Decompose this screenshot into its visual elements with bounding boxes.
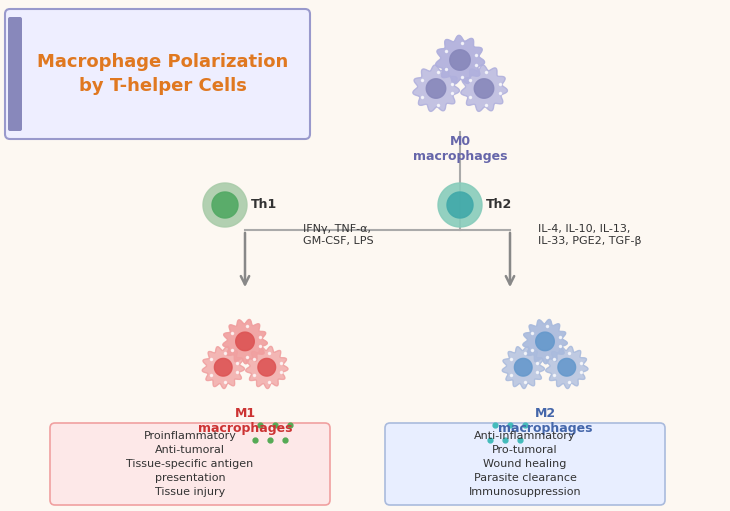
Text: Macrophage Polarization
by T-helper Cells: Macrophage Polarization by T-helper Cell… <box>37 53 288 95</box>
FancyBboxPatch shape <box>385 423 665 505</box>
Polygon shape <box>436 35 485 84</box>
Polygon shape <box>450 50 470 70</box>
Text: Th1: Th1 <box>251 198 277 212</box>
FancyBboxPatch shape <box>50 423 330 505</box>
Polygon shape <box>258 358 276 376</box>
Polygon shape <box>203 183 247 227</box>
Polygon shape <box>223 319 267 364</box>
Text: Anti-inflammatory
Pro-tumoral
Wound healing
Parasite clearance
Immunosuppression: Anti-inflammatory Pro-tumoral Wound heal… <box>469 431 581 497</box>
FancyBboxPatch shape <box>8 17 22 131</box>
Polygon shape <box>515 358 532 376</box>
Polygon shape <box>246 346 288 388</box>
Text: M0
macrophages: M0 macrophages <box>412 135 507 163</box>
Polygon shape <box>447 192 473 218</box>
Text: IFNγ, TNF-α,
GM-CSF, LPS: IFNγ, TNF-α, GM-CSF, LPS <box>303 224 374 246</box>
Polygon shape <box>461 65 507 111</box>
Polygon shape <box>202 346 245 388</box>
Text: M1
macrophages: M1 macrophages <box>198 407 292 435</box>
FancyBboxPatch shape <box>5 9 310 139</box>
Polygon shape <box>413 65 459 111</box>
Polygon shape <box>474 79 493 98</box>
Polygon shape <box>502 346 545 388</box>
Polygon shape <box>212 192 238 218</box>
Text: M2
macrophages: M2 macrophages <box>498 407 592 435</box>
Polygon shape <box>236 332 254 351</box>
Text: IL-4, IL-10, IL-13,
IL-33, PGE2, TGF-β: IL-4, IL-10, IL-13, IL-33, PGE2, TGF-β <box>538 224 642 246</box>
Polygon shape <box>523 319 567 364</box>
Polygon shape <box>438 183 482 227</box>
Polygon shape <box>426 79 446 98</box>
Polygon shape <box>546 346 588 388</box>
Text: Th2: Th2 <box>486 198 512 212</box>
Polygon shape <box>558 358 575 376</box>
Polygon shape <box>536 332 554 351</box>
Text: Proinflammatory
Anti-tumoral
Tissue-specific antigen
presentation
Tissue injury: Proinflammatory Anti-tumoral Tissue-spec… <box>126 431 253 497</box>
Polygon shape <box>215 358 232 376</box>
